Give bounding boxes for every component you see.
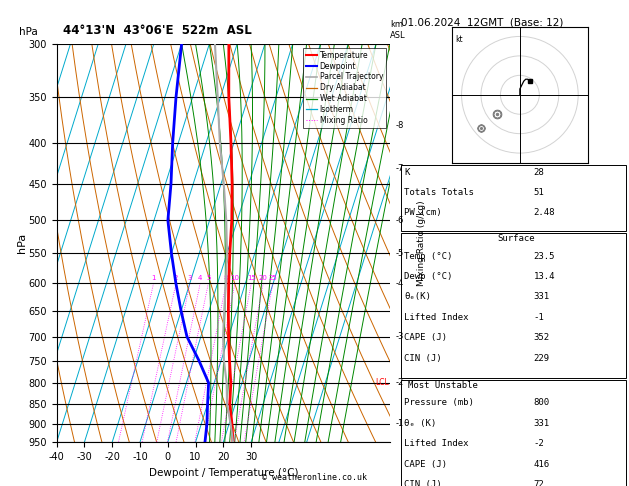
Text: 352: 352 xyxy=(533,333,550,342)
X-axis label: Dewpoint / Temperature (°C): Dewpoint / Temperature (°C) xyxy=(148,468,298,478)
Text: -8: -8 xyxy=(396,121,404,130)
Text: -6: -6 xyxy=(396,216,404,225)
Text: θₑ (K): θₑ (K) xyxy=(404,419,437,428)
Text: © weatheronline.co.uk: © weatheronline.co.uk xyxy=(262,473,367,482)
Text: 331: 331 xyxy=(533,419,550,428)
Text: 10: 10 xyxy=(230,275,240,280)
Text: -3: -3 xyxy=(396,332,404,341)
Y-axis label: hPa: hPa xyxy=(17,233,27,253)
Text: Surface: Surface xyxy=(498,234,535,243)
Text: 2.48: 2.48 xyxy=(533,208,555,218)
Text: 15: 15 xyxy=(247,275,255,280)
Text: K: K xyxy=(404,168,410,177)
Text: θₑ(K): θₑ(K) xyxy=(404,293,431,301)
Text: kt: kt xyxy=(456,35,464,44)
Text: Mixing Ratio (g/kg): Mixing Ratio (g/kg) xyxy=(417,200,426,286)
Text: -2: -2 xyxy=(533,439,544,448)
Text: CAPE (J): CAPE (J) xyxy=(404,333,447,342)
Text: hPa: hPa xyxy=(19,27,38,37)
Text: -4: -4 xyxy=(396,279,404,288)
Text: Most Unstable: Most Unstable xyxy=(408,381,477,390)
Text: Lifted Index: Lifted Index xyxy=(404,313,469,322)
Text: CAPE (J): CAPE (J) xyxy=(404,460,447,469)
Text: 800: 800 xyxy=(533,399,550,407)
Text: 44°13'N  43°06'E  522m  ASL: 44°13'N 43°06'E 522m ASL xyxy=(63,24,252,37)
Text: Temp (°C): Temp (°C) xyxy=(404,252,453,260)
Text: CIN (J): CIN (J) xyxy=(404,480,442,486)
Text: Totals Totals: Totals Totals xyxy=(404,188,474,197)
Text: 01.06.2024  12GMT  (Base: 12): 01.06.2024 12GMT (Base: 12) xyxy=(401,17,564,27)
Text: 13.4: 13.4 xyxy=(533,272,555,281)
Text: 25: 25 xyxy=(269,275,277,280)
Text: -1: -1 xyxy=(396,419,404,428)
Text: 51: 51 xyxy=(533,188,544,197)
Text: -7: -7 xyxy=(396,164,404,173)
Text: Lifted Index: Lifted Index xyxy=(404,439,469,448)
Text: CIN (J): CIN (J) xyxy=(404,354,442,363)
Text: 5: 5 xyxy=(206,275,211,280)
Text: LCL: LCL xyxy=(375,378,389,387)
Text: 20: 20 xyxy=(259,275,268,280)
Text: 2: 2 xyxy=(174,275,178,280)
Text: 331: 331 xyxy=(533,293,550,301)
Text: 28: 28 xyxy=(533,168,544,177)
Text: 3: 3 xyxy=(187,275,192,280)
Text: -2: -2 xyxy=(396,378,404,387)
Text: 23.5: 23.5 xyxy=(533,252,555,260)
Text: -1: -1 xyxy=(533,313,544,322)
Text: 1: 1 xyxy=(152,275,156,280)
Text: 229: 229 xyxy=(533,354,550,363)
Text: Dewp (°C): Dewp (°C) xyxy=(404,272,453,281)
Text: 72: 72 xyxy=(533,480,544,486)
Text: Pressure (mb): Pressure (mb) xyxy=(404,399,474,407)
Text: PW (cm): PW (cm) xyxy=(404,208,442,218)
Text: 416: 416 xyxy=(533,460,550,469)
Legend: Temperature, Dewpoint, Parcel Trajectory, Dry Adiabat, Wet Adiabat, Isotherm, Mi: Temperature, Dewpoint, Parcel Trajectory… xyxy=(303,48,386,128)
Text: km
ASL: km ASL xyxy=(390,20,406,40)
Text: 4: 4 xyxy=(198,275,203,280)
Text: 8: 8 xyxy=(224,275,228,280)
Text: -5: -5 xyxy=(396,249,404,258)
